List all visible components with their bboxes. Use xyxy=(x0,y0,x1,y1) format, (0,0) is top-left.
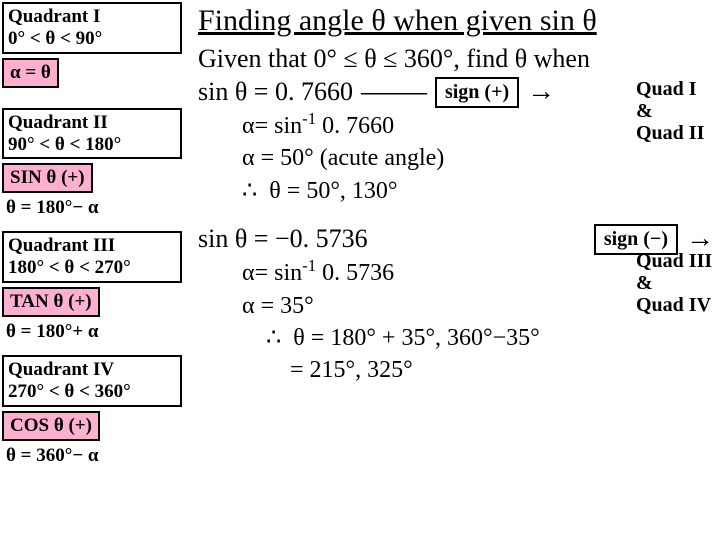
example-2-quads: Quad III & Quad IV xyxy=(636,250,712,316)
main-content: Finding angle θ when given sin θ Given t… xyxy=(198,0,714,387)
example-2-line1-exp: -1 xyxy=(302,256,316,275)
arrow-right-1: → xyxy=(527,76,555,108)
example-1-line1-tail: 0. 7660 xyxy=(316,113,394,139)
quadrant-4-box: Quadrant IV 270° < θ < 360° xyxy=(2,355,182,407)
example-1-sign: sign (+) xyxy=(435,77,519,108)
example-2-line3: θ = 180° + 35°, 360°−35° xyxy=(266,322,714,354)
sidebar: Quadrant I 0° < θ < 90° α = θ Quadrant I… xyxy=(2,2,182,469)
example-1-quads: Quad I & Quad II xyxy=(636,78,704,144)
example-2-line1-head: α= sin xyxy=(242,260,302,286)
quadrant-1-title: Quadrant I xyxy=(8,6,176,28)
quadrant-2-title: Quadrant II xyxy=(8,112,176,134)
quadrant-2-highlight: SIN θ (+) xyxy=(2,163,93,193)
quadrant-1-range: 0° < θ < 90° xyxy=(8,28,176,50)
quadrant-3-highlight: TAN θ (+) xyxy=(2,287,100,317)
quadrant-4-range: 270° < θ < 360° xyxy=(8,381,176,403)
quadrant-4-rule: θ = 360°− α xyxy=(2,443,182,469)
quadrant-3-box: Quadrant III 180° < θ < 270° xyxy=(2,231,182,283)
example-1-line3: θ = 50°, 130° xyxy=(242,175,714,207)
example-1-line1-head: α= sin xyxy=(242,113,302,139)
example-2-line4: = 215°, 325° xyxy=(266,354,714,386)
arrow-line-1a: ——— xyxy=(361,79,427,105)
quadrant-1-highlight: α = θ xyxy=(2,58,59,88)
quadrant-3-rule: θ = 180°+ α xyxy=(2,319,182,345)
quadrant-3-range: 180° < θ < 270° xyxy=(8,257,176,279)
example-2-line1-tail: 0. 5736 xyxy=(316,260,394,286)
quadrant-4-highlight: COS θ (+) xyxy=(2,411,100,441)
quadrant-2-rule: θ = 180°− α xyxy=(2,195,182,221)
example-1-line2: α = 50° (acute angle) xyxy=(242,142,714,174)
quadrant-1-box: Quadrant I 0° < θ < 90° xyxy=(2,2,182,54)
quadrant-3-title: Quadrant III xyxy=(8,235,176,257)
quadrant-2-range: 90° < θ < 180° xyxy=(8,134,176,156)
quadrant-2-box: Quadrant II 90° < θ < 180° xyxy=(2,108,182,160)
example-1-eq: sin θ = 0. 7660 xyxy=(198,77,353,107)
quadrant-4-title: Quadrant IV xyxy=(8,359,176,381)
page-title: Finding angle θ when given sin θ xyxy=(198,4,714,38)
example-2-eq: sin θ = −0. 5736 xyxy=(198,224,368,254)
given-text: Given that 0° ≤ θ ≤ 360°, find θ when xyxy=(198,44,714,74)
example-1-line1-exp: -1 xyxy=(302,109,316,128)
